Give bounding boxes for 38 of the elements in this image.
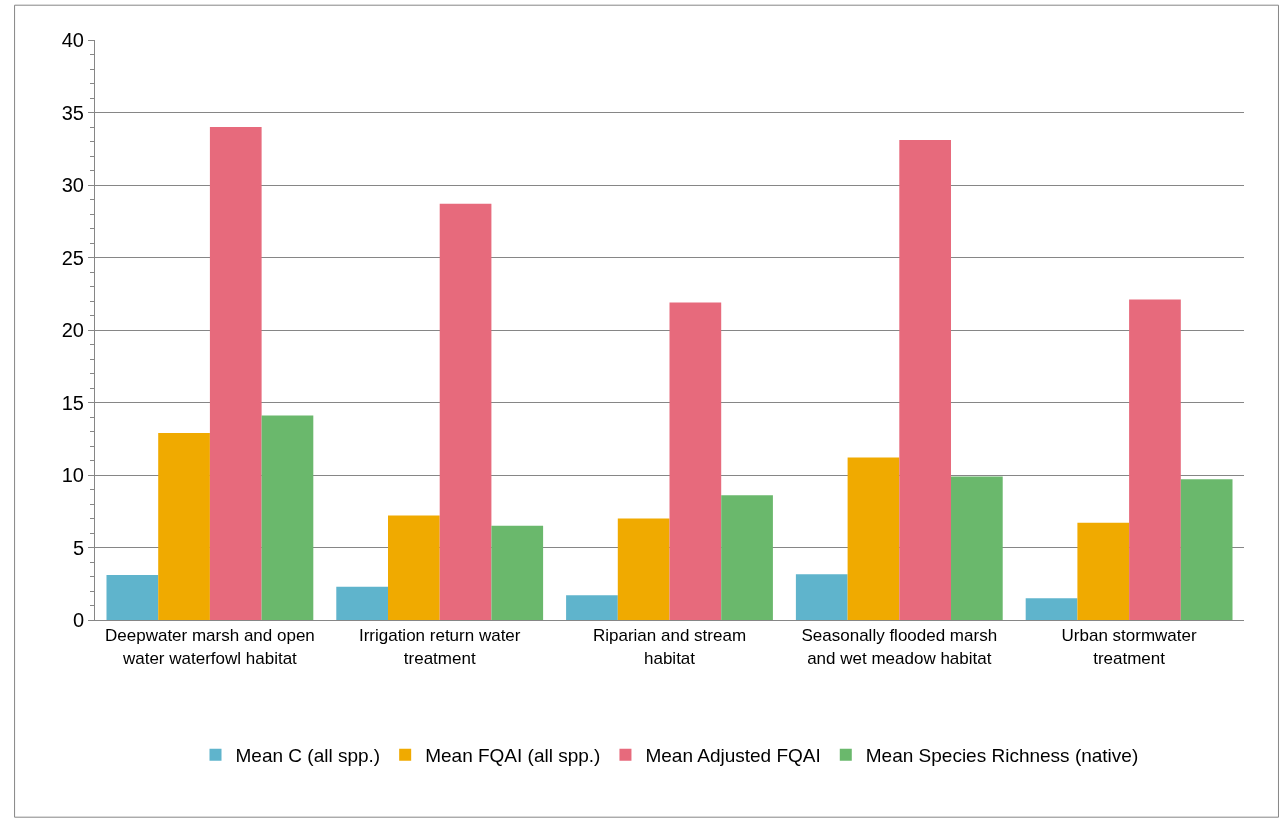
y-tick-label: 5: [72, 536, 84, 559]
x-tick-label: Seasonally flooded marsh and wet meadow habitat: [801, 626, 998, 668]
x-tick-label: Irrigation return water treatment: [358, 626, 521, 668]
y-tick-label: 10: [61, 464, 84, 486]
bar: [491, 525, 544, 620]
bar: [439, 203, 492, 620]
legend-label: Mean Adjusted FQAI: [645, 745, 821, 767]
bar: [1129, 299, 1181, 620]
bar: [721, 495, 773, 620]
y-tick-label: 40: [61, 29, 84, 51]
y-tick-label: 15: [61, 391, 84, 414]
bar: [566, 595, 618, 620]
bar: [847, 457, 900, 620]
bar: [106, 575, 159, 620]
bar: [261, 415, 314, 620]
bar: [1077, 522, 1130, 620]
bar: [336, 586, 388, 620]
y-tick-label: 35: [61, 101, 84, 124]
bar: [388, 515, 440, 620]
bar: [951, 476, 1003, 620]
bar: [795, 574, 848, 620]
x-tick-label: Deepwater marsh and open water waterfowl habitat: [105, 626, 315, 668]
y-tick-label: 30: [61, 174, 84, 196]
y-tick-label: 0: [72, 609, 84, 631]
bar: [899, 140, 952, 620]
legend-label: Mean Species Richness (native): [865, 745, 1139, 767]
bar: [158, 432, 210, 620]
bar: [1180, 479, 1233, 620]
y-tick-label: 25: [61, 246, 84, 269]
bar: [669, 302, 722, 620]
bar: [1025, 598, 1078, 620]
x-tick-label: Riparian and stream habitat: [592, 626, 747, 668]
y-tick-label: 20: [61, 319, 84, 341]
legend-label: Mean C (all spp.): [235, 745, 381, 767]
bar: [617, 518, 670, 620]
legend-label: Mean FQAI (all spp.): [425, 745, 601, 767]
x-tick-label: Urban stormwater treatment: [1061, 626, 1197, 668]
bar: [209, 127, 262, 620]
